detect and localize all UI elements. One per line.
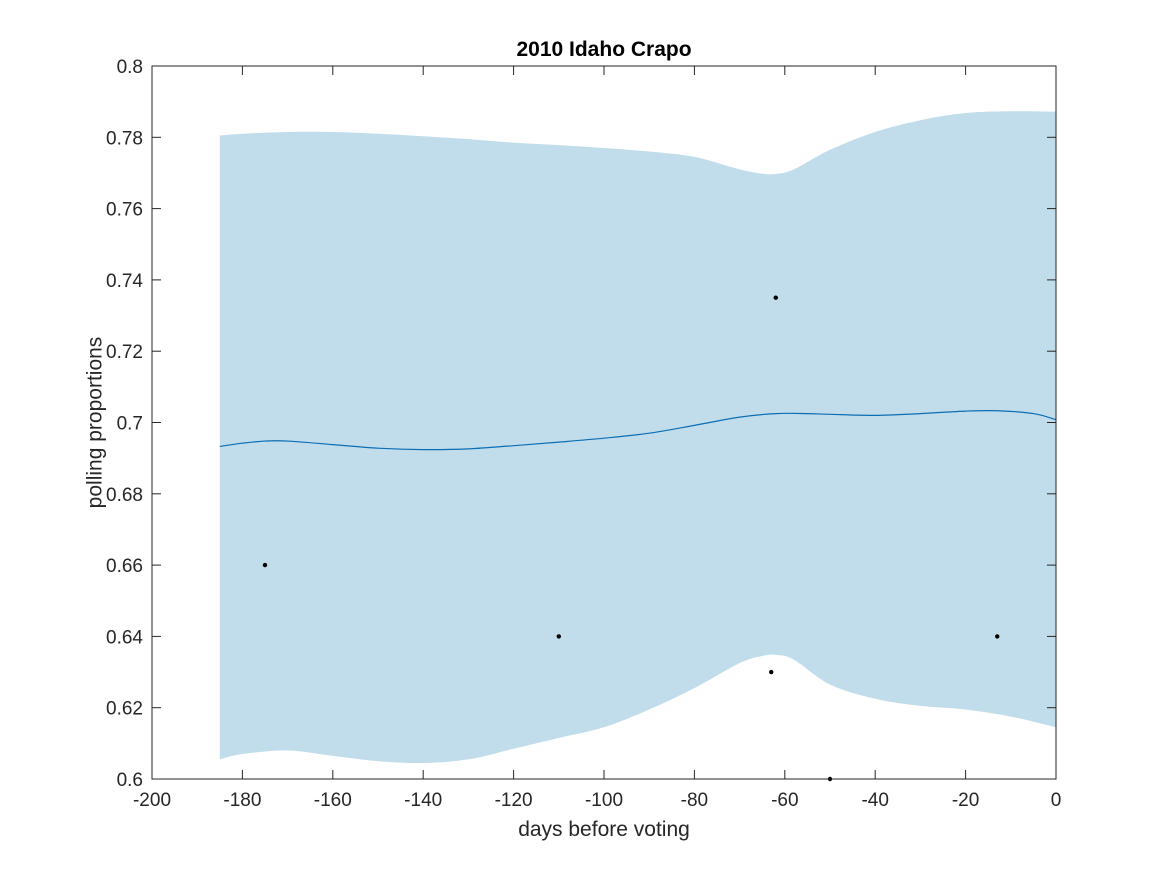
x-tick-label: -40	[861, 790, 888, 811]
data-point	[769, 669, 774, 675]
data-point	[773, 295, 778, 300]
x-tick-label: -80	[681, 790, 708, 811]
x-tick-label: -20	[952, 790, 979, 811]
x-tick-label: -160	[314, 790, 352, 811]
data-point	[262, 562, 268, 568]
y-tick-label: 0.74	[106, 271, 143, 292]
chart-title: 2010 Idaho Crapo	[516, 38, 691, 61]
y-tick-label: 0.76	[106, 200, 143, 221]
y-tick-label: 0.78	[106, 128, 143, 149]
x-tick-label: -100	[585, 790, 623, 811]
y-tick-label: 0.7	[117, 414, 143, 435]
axes-box	[151, 65, 1057, 780]
y-tick-label: 0.68	[106, 485, 143, 506]
x-tick-label: -60	[771, 790, 798, 811]
x-tick-label: 0	[1051, 790, 1062, 811]
y-tick-label: 0.62	[106, 699, 143, 720]
y-tick-label: 0.64	[106, 627, 143, 648]
y-tick-label: 0.6	[117, 770, 143, 791]
data-point	[556, 634, 561, 639]
data-point	[995, 634, 1000, 639]
x-axis-label: days before voting	[518, 818, 690, 841]
y-tick-label: 0.8	[117, 57, 143, 78]
y-tick-label: 0.72	[106, 342, 143, 363]
series-line-0	[219, 409, 1057, 451]
x-tick-label: -200	[133, 790, 171, 811]
y-tick-label: 0.66	[106, 556, 143, 577]
x-tick-label: -140	[404, 790, 442, 811]
x-tick-label: -120	[495, 790, 533, 811]
confidence-band	[219, 111, 1057, 764]
x-tick-label: -180	[223, 790, 261, 811]
y-axis-label: polling proportions	[84, 337, 107, 509]
ticks: -200 -180 -160 -140 -120 -100 -80 -60 -40 -20 00.6…	[106, 57, 1061, 811]
plot-area	[219, 111, 1057, 782]
